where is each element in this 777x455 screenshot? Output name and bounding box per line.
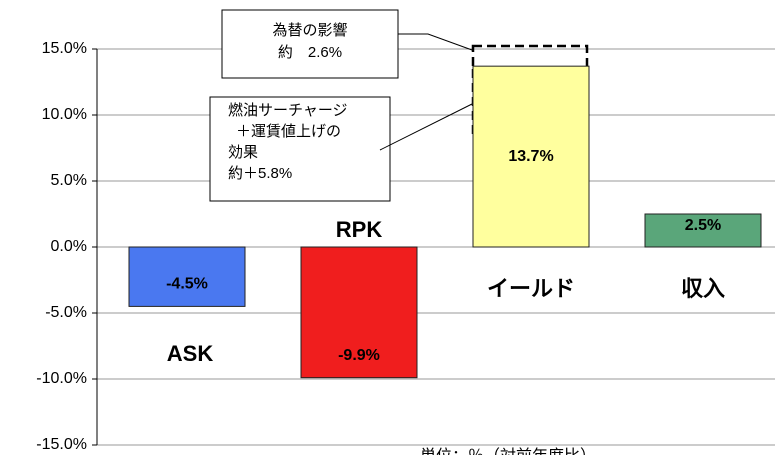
annotation: 約 2.6% bbox=[278, 44, 342, 61]
callout-box bbox=[209, 96, 391, 202]
y-tick-label: -5.0% bbox=[45, 304, 87, 321]
y-tick-label: -15.0% bbox=[36, 436, 87, 453]
y-tick-label: 10.0% bbox=[42, 106, 87, 123]
callouts bbox=[209, 9, 473, 202]
annotation: 約＋5.8% bbox=[228, 165, 292, 182]
annotation: 為替の影響 bbox=[272, 21, 347, 39]
category-label: 収入 bbox=[681, 276, 725, 301]
bar bbox=[644, 213, 762, 248]
bar bbox=[128, 246, 246, 307]
annotation: ＋運賃値上げの bbox=[236, 123, 341, 140]
category-label: ASK bbox=[167, 341, 214, 366]
category-label: RPK bbox=[336, 217, 383, 242]
value-label: 2.5% bbox=[685, 217, 721, 234]
bar bbox=[472, 65, 590, 248]
callout-box bbox=[221, 9, 399, 79]
leader-line bbox=[398, 33, 473, 51]
y-tick-label: 15.0% bbox=[42, 40, 87, 57]
bar bbox=[300, 246, 418, 379]
note: 単位：％（対前年度比） bbox=[420, 447, 596, 455]
category-label: イールド bbox=[487, 276, 575, 301]
y-tick-label: -10.0% bbox=[36, 370, 87, 387]
y-tick-label: 5.0% bbox=[51, 172, 87, 189]
y-tick-label: 0.0% bbox=[51, 238, 87, 255]
value-label: -9.9% bbox=[338, 347, 380, 364]
leader-line bbox=[379, 103, 473, 151]
value-label: 13.7% bbox=[508, 148, 553, 165]
value-label: -4.5% bbox=[166, 276, 208, 293]
annotation: 燃油サーチャージ bbox=[228, 101, 348, 119]
fx-effect-box bbox=[471, 44, 589, 70]
annotation: 効果 bbox=[228, 144, 258, 161]
